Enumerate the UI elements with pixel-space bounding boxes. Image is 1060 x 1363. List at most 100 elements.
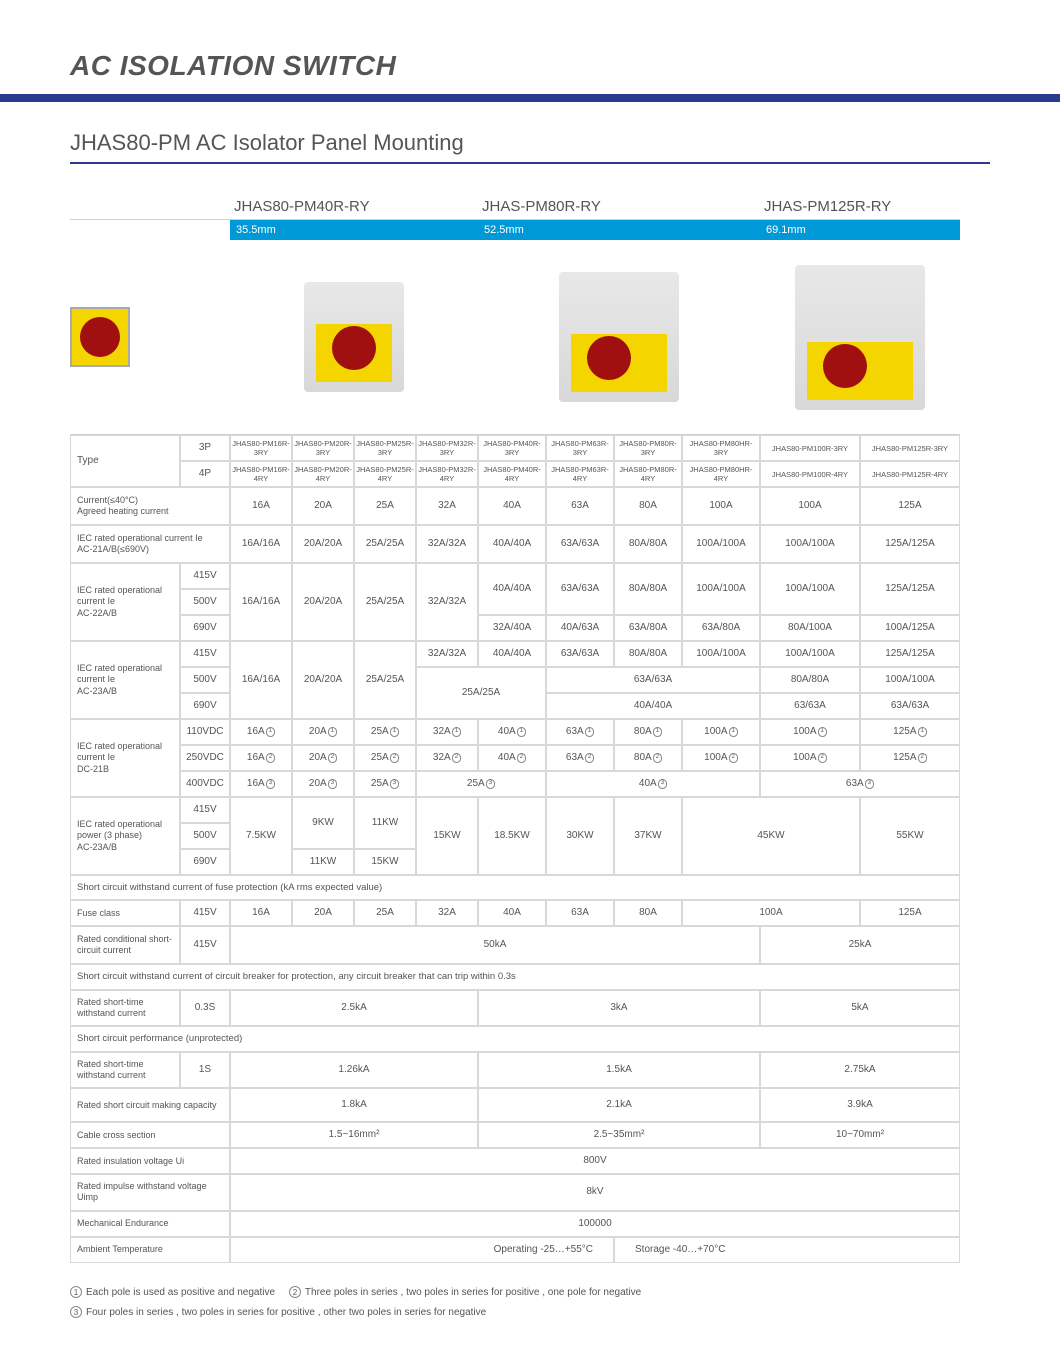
row-label: Mechanical Endurance (70, 1211, 230, 1237)
spec-cell: 20A3 (292, 771, 354, 797)
spec-cell: 125A (860, 487, 960, 525)
spec-cell: 63/63A (760, 693, 860, 719)
spec-cell: 30KW (546, 797, 614, 875)
spec-cell: 40A/40A (478, 525, 546, 563)
part-num: JHAS80-PM80R-3RY (614, 435, 682, 461)
spec-cell: 100A/100A (682, 525, 760, 563)
spec-cell: 40A/40A (546, 693, 760, 719)
spec-cell: 32A/32A (416, 641, 478, 667)
title-rule (0, 94, 1060, 102)
spec-cell: 32A/32A (416, 525, 478, 563)
row-label: IEC rated operational current Ie AC-22A/… (70, 563, 180, 641)
knob-icon (70, 307, 130, 367)
sub-title: JHAS80-PM AC Isolator Panel Mounting (70, 130, 990, 156)
switch-image (559, 272, 679, 402)
spec-cell: 32A2 (416, 745, 478, 771)
spec-cell: 16A (230, 900, 292, 926)
spec-cell: 9KW (292, 797, 354, 849)
model-dim: 52.5mm (478, 220, 760, 240)
spec-cell: 63A3 (760, 771, 960, 797)
spec-cell: 11KW (354, 797, 416, 849)
main-title: AC ISOLATION SWITCH (70, 50, 990, 82)
section-header: Short circuit withstand current of circu… (70, 964, 960, 989)
voltage-label: 415V (180, 797, 230, 823)
part-num: JHAS80-PM80HR-4RY (682, 461, 760, 487)
part-num: JHAS80-PM100R-4RY (760, 461, 860, 487)
spec-cell: 5kA (760, 990, 960, 1027)
spec-cell: 25A (354, 487, 416, 525)
model-header: JHAS80-PM40R-RY (230, 194, 478, 220)
spec-cell: 3kA (478, 990, 760, 1027)
spec-cell: 25A3 (416, 771, 546, 797)
spec-cell: 2.5kA (230, 990, 478, 1027)
spec-cell: 40A/40A (478, 563, 546, 615)
part-num: JHAS80-PM32R-3RY (416, 435, 478, 461)
row-label: IEC rated operational current Ie AC-23A/… (70, 641, 180, 719)
switch-image (795, 265, 925, 410)
spec-cell: 125A/125A (860, 563, 960, 615)
voltage-label: 690V (180, 849, 230, 875)
spec-cell: 15KW (354, 849, 416, 875)
spec-cell: 100A (760, 487, 860, 525)
spec-cell: 100A/100A (760, 641, 860, 667)
spec-cell: 2.75kA (760, 1052, 960, 1089)
spec-cell: 32A (416, 900, 478, 926)
part-num: JHAS80-PM32R-4RY (416, 461, 478, 487)
voltage-label: 690V (180, 615, 230, 641)
part-num: JHAS80-PM16R-3RY (230, 435, 292, 461)
voltage-label: 400VDC (180, 771, 230, 797)
row-label: Rated impulse withstand voltage Uimp (70, 1174, 230, 1211)
part-num: JHAS80-PM40R-4RY (478, 461, 546, 487)
spec-cell: 20A/20A (292, 525, 354, 563)
spec-cell: 80A (614, 900, 682, 926)
row-label: Cable cross section (70, 1122, 230, 1148)
type-4p: 4P (180, 461, 230, 487)
spec-cell: 100A2 (682, 745, 760, 771)
spec-cell: 63A/63A (546, 641, 614, 667)
spec-cell: 80A (614, 487, 682, 525)
part-num: JHAS80-PM63R-3RY (546, 435, 614, 461)
spec-cell: 45KW (682, 797, 860, 875)
voltage-label: 500V (180, 667, 230, 693)
spec-cell: 63A/63A (546, 525, 614, 563)
spec-cell: 125A/125A (860, 525, 960, 563)
spec-cell: 80A1 (614, 719, 682, 745)
part-num: JHAS80-PM125R-4RY (860, 461, 960, 487)
spec-cell: 20A/20A (292, 641, 354, 719)
voltage-label: 415V (180, 563, 230, 589)
spec-cell: 16A2 (230, 745, 292, 771)
spec-cell: 37KW (614, 797, 682, 875)
voltage-label: 415V (180, 641, 230, 667)
spec-cell: 100A/100A (860, 667, 960, 693)
spec-cell: 25A/25A (354, 641, 416, 719)
part-num: JHAS80-PM25R-4RY (354, 461, 416, 487)
footnotes: 1Each pole is used as positive and negat… (70, 1283, 990, 1323)
spec-cell: 80A/80A (760, 667, 860, 693)
spec-cell: 32A (416, 487, 478, 525)
spec-cell: 1.8kA (230, 1088, 478, 1122)
voltage-label: 415V (180, 900, 230, 926)
spec-cell: 50kA (230, 926, 760, 964)
spec-cell: 125A/125A (860, 641, 960, 667)
part-num: JHAS80-PM20R-4RY (292, 461, 354, 487)
spec-cell: 63A/63A (860, 693, 960, 719)
spec-cell: 20A (292, 487, 354, 525)
spec-cell: Storage -40…+70°C (614, 1237, 960, 1263)
spec-cell: 16A/16A (230, 525, 292, 563)
model-dim: 69.1mm (760, 220, 960, 240)
voltage-label: 415V (180, 926, 230, 964)
spec-cell: 20A1 (292, 719, 354, 745)
spec-cell: 2.5~35mm² (478, 1122, 760, 1148)
spec-cell: 40A (478, 900, 546, 926)
part-num: JHAS80-PM40R-3RY (478, 435, 546, 461)
spec-cell: 80A/80A (614, 563, 682, 615)
row-label: Rated insulation voltage Ui (70, 1148, 230, 1174)
spec-cell: 63A2 (546, 745, 614, 771)
spec-cell: Operating -25…+55°C (230, 1237, 614, 1263)
type-label: Type (70, 435, 180, 487)
spec-cell: 16A/16A (230, 563, 292, 641)
spec-cell: 125A1 (860, 719, 960, 745)
voltage-label: 110VDC (180, 719, 230, 745)
row-label: Fuse class (70, 900, 180, 926)
spec-cell: 80A2 (614, 745, 682, 771)
